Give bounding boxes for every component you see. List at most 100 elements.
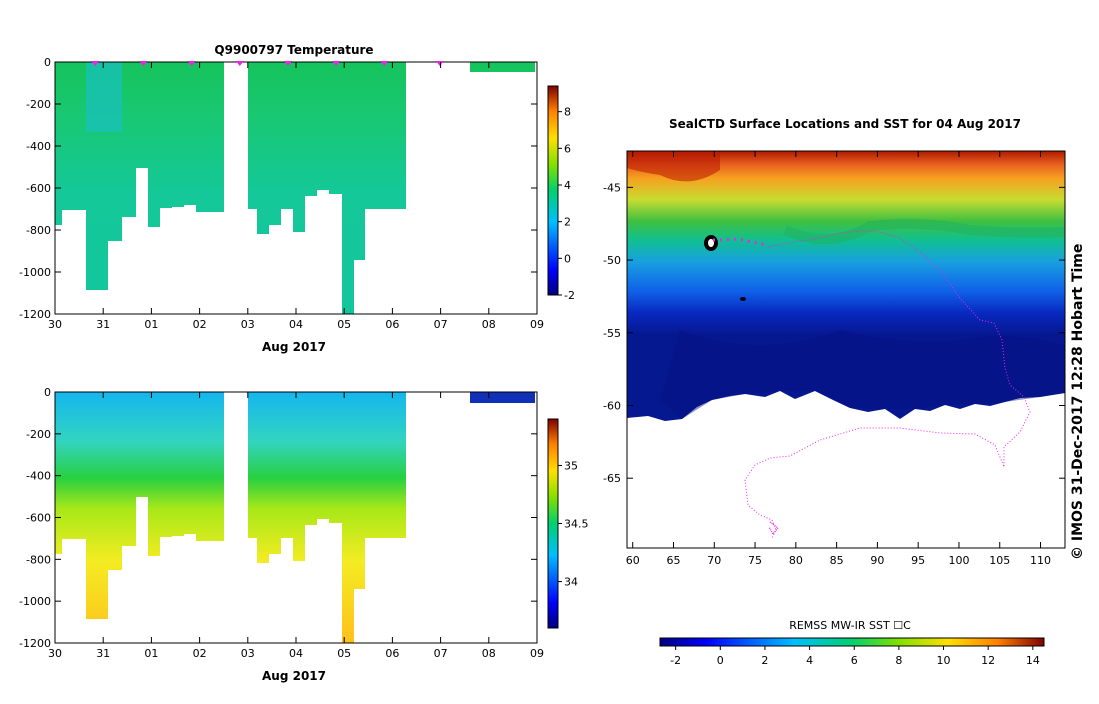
lat-tick-label: -60 <box>603 399 621 412</box>
y-tick-label: -200 <box>26 428 51 441</box>
x-tick-label: 05 <box>337 318 351 331</box>
colorbar-tick-label: 35 <box>564 459 578 472</box>
sst-field <box>627 151 1065 539</box>
x-tick-label: 02 <box>193 647 207 660</box>
sst-colorbar-tick-label: 12 <box>981 654 995 667</box>
lat-tick-label: -50 <box>603 254 621 267</box>
x-tick-label: 07 <box>434 318 448 331</box>
x-tick-label: 08 <box>482 647 496 660</box>
map-title: SealCTD Surface Locations and SST for 04… <box>669 117 1021 131</box>
y-tick-label: -800 <box>26 553 51 566</box>
y-tick-label: -1000 <box>19 595 51 608</box>
colorbar-tick-label: 8 <box>564 106 571 119</box>
colorbar-tick-label: 0 <box>564 252 571 265</box>
profile-marker <box>380 61 389 66</box>
lon-tick-label: 105 <box>989 554 1010 567</box>
map-axes: 60 65 70 75 80 85 90 95 100 105 110 -45 -50 -55 -60 -65 <box>603 151 1065 567</box>
lon-tick-label: 90 <box>870 554 884 567</box>
temperature-cool-patch <box>86 62 122 132</box>
temperature-section <box>55 62 535 314</box>
salinity-section <box>55 392 535 643</box>
sst-front <box>782 218 1065 244</box>
sst-colorbar-tick-label: 2 <box>761 654 768 667</box>
sst-colorbar-tick-label: 4 <box>806 654 813 667</box>
colorbar-tick-label: 4 <box>564 179 571 192</box>
profile-marker <box>435 61 444 66</box>
x-tick-label: 06 <box>385 318 399 331</box>
x-tick-label: 04 <box>289 318 303 331</box>
x-tick-label: 31 <box>96 647 110 660</box>
salinity-colorbar-ticks: 35 34.5 34 <box>558 459 589 589</box>
temperature-panel: Q9900797 Temperature 30 31 01 02 03 04 05 06 07 0… <box>19 43 575 354</box>
salinity-xlabel: Aug 2017 <box>262 669 326 683</box>
lon-tick-label: 70 <box>707 554 721 567</box>
seal-recent-positions <box>713 237 769 249</box>
x-tick-label: 03 <box>241 647 255 660</box>
x-tick-label: 30 <box>48 318 62 331</box>
y-tick-label: -400 <box>26 470 51 483</box>
profile-marker <box>187 61 196 66</box>
colorbar-tick-label: 2 <box>564 216 571 229</box>
x-tick-label: 05 <box>337 647 351 660</box>
y-tick-label: 0 <box>44 386 51 399</box>
seal-track-end <box>768 521 779 536</box>
lat-tick-label: -55 <box>603 327 621 340</box>
island-heard-detail <box>708 239 714 247</box>
y-tick-label: -400 <box>26 140 51 153</box>
temperature-profile-depth-mask <box>55 168 406 314</box>
x-tick-label: 01 <box>144 318 158 331</box>
x-tick-label: 04 <box>289 647 303 660</box>
x-tick-label: 07 <box>434 647 448 660</box>
profile-marker <box>91 61 100 66</box>
map-axes-frame <box>626 150 1066 549</box>
sst-colorbar-ticks: -2 0 2 4 6 8 10 12 14 <box>670 646 1040 667</box>
profile-marker <box>332 61 341 66</box>
copyright-text: © IMOS 31-Dec-2017 12:28 Hobart Time <box>1070 244 1086 560</box>
salinity-panel: 30 31 01 02 03 04 05 06 07 08 09 0 -200 -400 -600 -800 -… <box>19 386 589 683</box>
island-mcdonald <box>740 297 746 301</box>
x-tick-label: 06 <box>385 647 399 660</box>
y-tick-label: -600 <box>26 512 51 525</box>
temperature-last-profile-mask <box>470 72 535 314</box>
sst-colorbar-tick-label: 6 <box>851 654 858 667</box>
x-tick-label: 02 <box>193 318 207 331</box>
lat-tick-label: -45 <box>603 181 621 194</box>
y-tick-label: -1200 <box>19 637 51 650</box>
sst-colorbar <box>659 637 1045 647</box>
salinity-last-profile <box>470 392 535 403</box>
sst-map-panel: SealCTD Surface Locations and SST for 04… <box>603 117 1086 667</box>
lon-tick-label: 110 <box>1030 554 1051 567</box>
lon-tick-label: 100 <box>948 554 969 567</box>
temperature-xlabel: Aug 2017 <box>262 340 326 354</box>
x-tick-label: 31 <box>96 318 110 331</box>
lon-tick-label: 65 <box>666 554 680 567</box>
sst-cold-patch <box>660 330 1065 419</box>
x-tick-label: 30 <box>48 647 62 660</box>
lon-tick-label: 75 <box>748 554 762 567</box>
y-tick-label: 0 <box>44 56 51 69</box>
sst-colorbar-tick-label: 14 <box>1026 654 1040 667</box>
x-tick-label: 09 <box>530 318 544 331</box>
temperature-title: Q9900797 Temperature <box>214 43 373 57</box>
sst-colorbar-tick-label: 0 <box>717 654 724 667</box>
y-tick-label: -600 <box>26 182 51 195</box>
x-tick-label: 01 <box>144 647 158 660</box>
y-tick-label: -800 <box>26 224 51 237</box>
x-tick-label: 09 <box>530 647 544 660</box>
temperature-axes: 30 31 01 02 03 04 05 06 07 08 09 0 -200 -400 -600 -800 -… <box>19 56 544 331</box>
colorbar-tick-label: -2 <box>564 289 575 302</box>
y-tick-label: -1200 <box>19 308 51 321</box>
lon-tick-label: 85 <box>830 554 844 567</box>
sst-ocean-field <box>627 151 1065 421</box>
sst-colorbar-tick-label: 8 <box>895 654 902 667</box>
seal-track <box>744 230 1031 539</box>
lon-tick-label: 95 <box>911 554 925 567</box>
colorbar-tick-label: 6 <box>564 142 571 155</box>
salinity-profile-depth-mask <box>55 497 406 643</box>
temperature-colorbar <box>547 85 559 296</box>
colorbar-tick-label: 34 <box>564 576 578 589</box>
sst-colorbar-tick-label: -2 <box>670 654 681 667</box>
y-tick-label: -200 <box>26 98 51 111</box>
profile-marker <box>235 61 244 66</box>
